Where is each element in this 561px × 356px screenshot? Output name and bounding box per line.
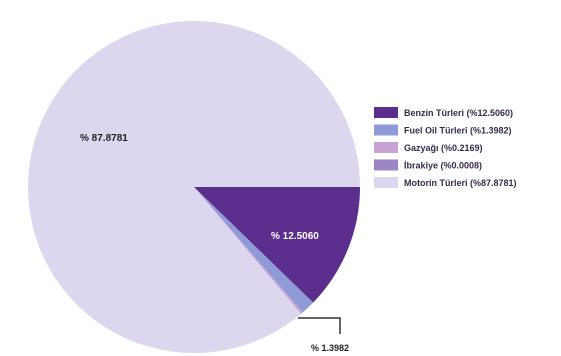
legend-label-5: Motorin Türleri (%87.8781) (404, 178, 517, 188)
pie-slice-5 (28, 20, 361, 353)
legend-label-4: İbrakiye (%0.0008) (404, 161, 482, 171)
legend-label-1: Benzin Türleri (%12.5060) (404, 108, 513, 118)
label-fuel-oil: % 1.3982 (311, 343, 349, 353)
pie-slice-3 (194, 187, 303, 314)
legend-swatch-2 (374, 124, 398, 136)
legend-swatch-3 (374, 142, 398, 153)
pie-slice-4 (194, 187, 302, 314)
legend-swatch-5 (374, 177, 398, 188)
label-motorin: % 87.8781 (80, 133, 128, 144)
label-benzin: % 12.5060 (271, 231, 319, 242)
legend-swatch-4 (374, 159, 398, 171)
pie-slice-2 (194, 187, 314, 313)
pie-slices (28, 20, 361, 353)
legend: Benzin Türleri (%12.5060) Fuel Oil Türler… (374, 107, 517, 188)
legend-label-2: Fuel Oil Türleri (%1.3982) (404, 126, 512, 136)
legend-swatch-1 (374, 107, 398, 118)
pie-slice-1 (194, 187, 360, 303)
fuel-oil-leader-line (298, 317, 341, 334)
legend-label-3: Gazyağı (%0.2169) (404, 143, 483, 153)
